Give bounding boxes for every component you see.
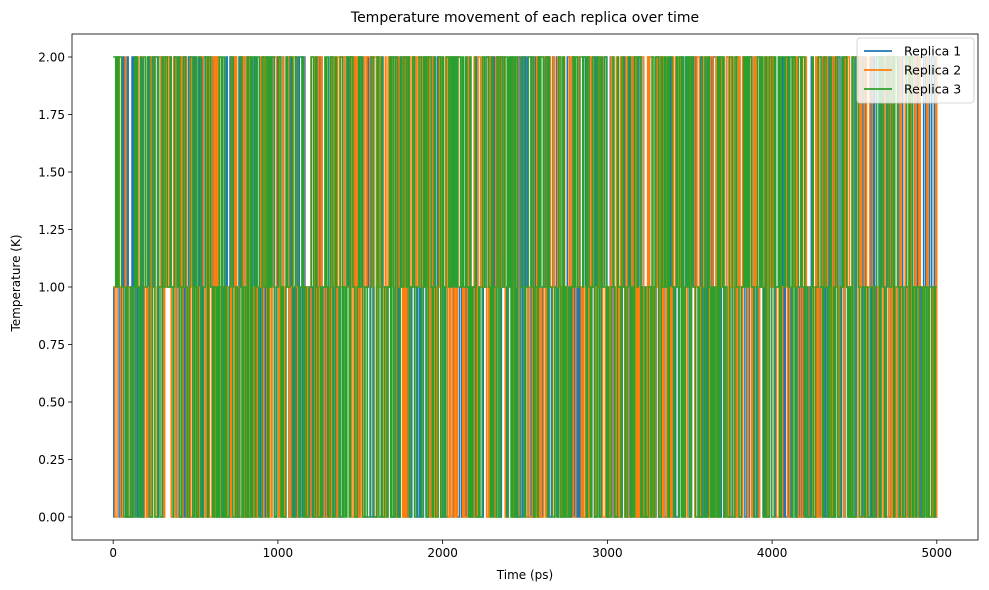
legend: Replica 1 Replica 2 Replica 3 — [856, 37, 975, 104]
x-axis-label: Time (ps) — [496, 568, 553, 582]
x-tick-label: 1000 — [263, 546, 294, 560]
x-tick-label: 2000 — [427, 546, 458, 560]
y-tick-label: 0.50 — [38, 396, 65, 410]
y-tick-label: 0.75 — [38, 338, 65, 352]
chart-title: Temperature movement of each replica ove… — [350, 10, 699, 26]
x-tick-label: 4000 — [757, 546, 788, 560]
legend-box — [856, 37, 975, 104]
series-line-replica-3 — [113, 56, 937, 518]
y-axis-label: Temperature (K) — [9, 234, 23, 332]
x-tick-label: 5000 — [922, 546, 953, 560]
y-tick-label: 0.00 — [38, 511, 65, 525]
legend-label-replica-3: Replica 3 — [904, 82, 961, 97]
y-tick-label: 1.25 — [38, 223, 65, 237]
x-tick-label: 3000 — [592, 546, 623, 560]
y-tick-label: 0.25 — [38, 453, 65, 467]
legend-label-replica-1: Replica 1 — [904, 44, 961, 59]
x-tick-label: 0 — [109, 546, 117, 560]
y-tick-label: 1.75 — [38, 108, 65, 122]
y-tick-label: 1.00 — [38, 281, 65, 295]
plot-area — [113, 56, 938, 518]
y-tick-label: 2.00 — [38, 51, 65, 65]
legend-label-replica-2: Replica 2 — [904, 63, 961, 78]
axes: 0 1000 2000 3000 4000 5000 0.00 0.25 0.50 0.75 1.0… — [38, 33, 979, 560]
y-tick-label: 1.50 — [38, 166, 65, 180]
